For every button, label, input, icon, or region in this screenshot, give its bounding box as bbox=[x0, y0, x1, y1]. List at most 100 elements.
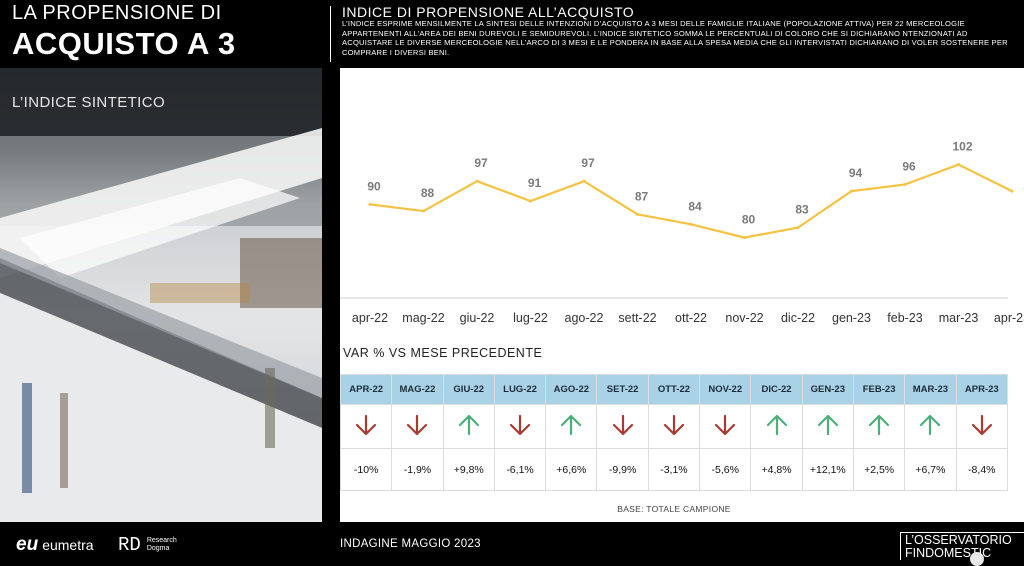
arrow-down-icon bbox=[715, 414, 736, 436]
x-tick-label: giu-22 bbox=[460, 311, 495, 325]
variation-value-cell: +12,1% bbox=[801, 448, 854, 491]
line-chart: 90 apr-22 88 mag-22 97 giu-22 91 lug-22 97 ago-22… bbox=[340, 140, 1024, 325]
direction-cell bbox=[545, 404, 598, 449]
variation-value-cell: +2,5% bbox=[852, 448, 906, 491]
brand-line2: FINDOMESTIC bbox=[905, 546, 992, 560]
arrow-down-icon bbox=[356, 414, 377, 436]
arrow-up-icon bbox=[817, 414, 838, 436]
arrow-down-icon bbox=[612, 414, 633, 436]
variation-value-cell: -5,6% bbox=[699, 448, 752, 491]
data-label: 94 bbox=[849, 166, 863, 180]
direction-cell bbox=[391, 404, 444, 449]
variation-value-cell: +9,8% bbox=[442, 448, 495, 491]
variation-value-cell: -1,9% bbox=[391, 448, 444, 491]
month-header-cell: GEN-23 bbox=[801, 374, 854, 405]
month-header-cell: LUG-22 bbox=[493, 374, 547, 405]
research-dogma-line1: Research bbox=[146, 537, 177, 544]
data-point bbox=[689, 222, 693, 226]
eumetra-logo: eu eumetra bbox=[16, 534, 94, 556]
arrow-down-icon bbox=[971, 414, 992, 436]
data-label: 87 bbox=[635, 189, 649, 203]
data-label: 102 bbox=[952, 140, 972, 154]
month-header-cell: DIC-22 bbox=[750, 374, 803, 405]
arrow-up-icon bbox=[766, 414, 787, 436]
x-tick-label: lug-22 bbox=[513, 311, 548, 325]
data-point bbox=[903, 182, 907, 186]
direction-cell bbox=[801, 404, 854, 449]
variation-months-row: APR-22 MAG-22 GIU-22 LUG-22 AGO-22 SET-22 OTT-… bbox=[339, 374, 1009, 405]
title-block: LA PROPENSIONE DI ACQUISTO A 3 MESI bbox=[0, 0, 322, 97]
corner-badge bbox=[970, 552, 984, 566]
data-label: 88 bbox=[421, 186, 435, 200]
direction-cell bbox=[750, 404, 803, 449]
mall-escalator-photo: L’INDICE SINTETICO bbox=[0, 68, 322, 522]
x-tick-label: dic-22 bbox=[781, 311, 815, 325]
arrow-up-icon bbox=[869, 414, 890, 436]
photo-illustration bbox=[0, 128, 322, 522]
x-tick-label: ago-22 bbox=[565, 311, 604, 325]
x-tick-label: feb-23 bbox=[887, 311, 922, 325]
index-description: L’INDICE ESPRIME MENSILMENTE LA SINTESI … bbox=[342, 19, 1008, 57]
arrow-down-icon bbox=[407, 414, 428, 436]
x-tick-label: ott-22 bbox=[675, 311, 707, 325]
variation-value-cell: -8,4% bbox=[955, 448, 1009, 491]
direction-cell bbox=[493, 404, 547, 449]
direction-cell bbox=[596, 404, 649, 449]
variation-value-cell: -6,1% bbox=[493, 448, 547, 491]
footer: eu eumetra RD Research Dogma INDAGINE MA… bbox=[0, 522, 1024, 566]
month-header-cell: APR-23 bbox=[955, 374, 1009, 405]
data-label: 84 bbox=[688, 199, 702, 213]
research-dogma-logo-mark: RD bbox=[118, 534, 141, 556]
data-label: 97 bbox=[581, 156, 595, 170]
data-label: 91 bbox=[528, 176, 542, 190]
arrow-down-icon bbox=[663, 414, 685, 436]
section-subtitle: L’INDICE SINTETICO bbox=[12, 94, 166, 111]
data-label: 80 bbox=[742, 213, 756, 227]
data-point bbox=[422, 209, 425, 213]
arrow-down-icon bbox=[509, 414, 531, 436]
x-tick-label: apr-23 bbox=[994, 311, 1024, 325]
variation-table: APR-22 MAG-22 GIU-22 LUG-22 AGO-22 SET-22 OTT-… bbox=[339, 374, 1009, 491]
variation-title: VAR % VS MESE PRECEDENTE bbox=[343, 346, 543, 360]
x-tick-label: gen-23 bbox=[832, 311, 871, 325]
variation-value-cell: +6,6% bbox=[545, 448, 598, 491]
data-point bbox=[636, 212, 639, 216]
variation-value-cell: +6,7% bbox=[904, 448, 957, 491]
x-tick-label: nov-22 bbox=[725, 311, 763, 325]
variation-value-cell: -9,9% bbox=[596, 448, 649, 491]
data-point bbox=[368, 202, 372, 206]
month-header-cell: GIU-22 bbox=[442, 374, 495, 405]
base-note: BASE: TOTALE CAMPIONE bbox=[617, 504, 731, 514]
x-tick-label: mar-23 bbox=[939, 311, 979, 325]
research-dogma-logo: RD Research Dogma bbox=[118, 534, 177, 556]
month-header-cell: MAG-22 bbox=[391, 374, 444, 405]
title-small: LA PROPENSIONE DI bbox=[12, 2, 222, 24]
data-point bbox=[850, 189, 853, 193]
eumetra-logo-text: eumetra bbox=[42, 537, 94, 553]
direction-cell bbox=[442, 404, 495, 449]
x-tick-label: sett-22 bbox=[618, 311, 656, 325]
data-label: 83 bbox=[795, 203, 809, 217]
direction-cell bbox=[339, 404, 393, 449]
month-header-cell: MAR-23 bbox=[904, 374, 957, 405]
brand-line1: L’OSSERVATORIO bbox=[905, 533, 1012, 547]
subtitle-band bbox=[0, 68, 322, 136]
direction-cell bbox=[955, 404, 1009, 449]
arrow-up-icon bbox=[561, 414, 582, 436]
variation-arrows-row bbox=[339, 404, 1009, 449]
month-header-cell: FEB-23 bbox=[852, 374, 906, 405]
data-point bbox=[529, 199, 532, 203]
data-label: 97 bbox=[474, 156, 488, 170]
data-point bbox=[475, 179, 479, 183]
x-tick-label: mag-22 bbox=[402, 311, 444, 325]
data-point bbox=[1010, 189, 1014, 193]
data-point bbox=[957, 163, 960, 167]
direction-cell bbox=[647, 404, 701, 449]
month-header-cell: OTT-22 bbox=[647, 374, 701, 405]
variation-value-cell: -3,1% bbox=[647, 448, 701, 491]
header-divider bbox=[330, 6, 331, 62]
variation-value-cell: +4,8% bbox=[750, 448, 803, 491]
survey-date: INDAGINE MAGGIO 2023 bbox=[340, 538, 481, 550]
arrow-up-icon bbox=[920, 414, 941, 436]
direction-cell bbox=[852, 404, 906, 449]
